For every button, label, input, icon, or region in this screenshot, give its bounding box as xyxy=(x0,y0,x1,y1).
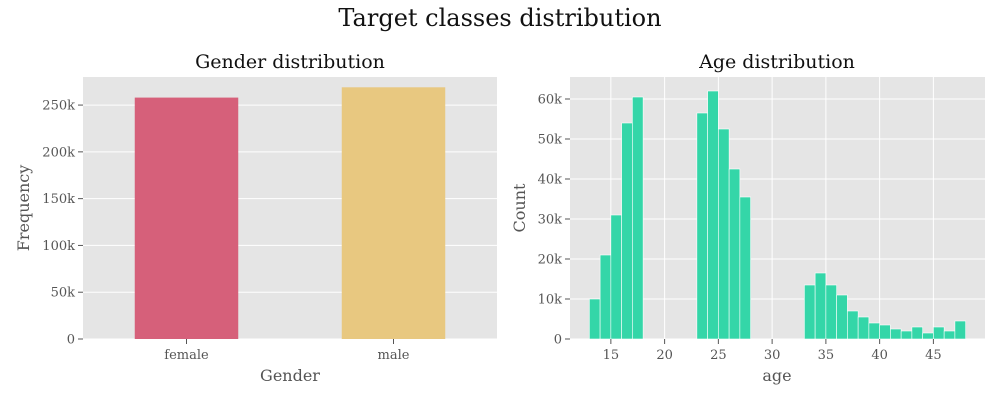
age-x-tick-label: 25 xyxy=(710,348,727,363)
age-x-tick-label: 35 xyxy=(818,348,835,363)
histogram-bar xyxy=(836,294,848,340)
age-x-tick-label: 45 xyxy=(925,348,942,363)
gender-y-tick-label: 250k xyxy=(42,99,75,114)
age-y-tick-label: 60k xyxy=(538,93,563,108)
histogram-bar xyxy=(696,112,708,340)
age-y-tick-label: 40k xyxy=(538,173,563,188)
histogram-bar xyxy=(632,96,644,340)
age-histogram-bars xyxy=(589,90,966,340)
gender-y-tick-label: 150k xyxy=(42,192,75,207)
gender-distribution-chart: 0 50k 100k 150k 200k 250k female male Gender d… xyxy=(14,51,497,385)
age-x-tick-label: 40 xyxy=(871,348,888,363)
age-y-tick-label: 20k xyxy=(538,253,563,268)
histogram-bar xyxy=(589,298,601,340)
histogram-bar xyxy=(814,272,827,340)
figure-title: Target classes distribution xyxy=(338,4,661,32)
bar-female xyxy=(134,97,239,339)
gender-x-axis-label: Gender xyxy=(260,366,320,385)
histogram-bar xyxy=(707,90,719,340)
histogram-bar xyxy=(868,322,880,340)
gender-y-tick-label: 50k xyxy=(51,286,76,301)
age-x-tick-label: 30 xyxy=(764,348,781,363)
age-y-tick-label: 0 xyxy=(554,333,562,348)
histogram-bar xyxy=(610,214,622,340)
histogram-bar xyxy=(825,284,837,340)
age-x-axis-label: age xyxy=(762,366,791,385)
histogram-bar xyxy=(879,324,891,340)
age-y-tick-label: 10k xyxy=(538,293,563,308)
gender-chart-title: Gender distribution xyxy=(195,51,385,73)
age-distribution-chart: 0 10k 20k 30k 40k 50k 60k 15 20 25 30 35 40 45 Age d… xyxy=(510,51,985,385)
age-x-tick-label: 20 xyxy=(656,348,673,363)
age-y-tick-label: 30k xyxy=(538,213,563,228)
histogram-bar xyxy=(621,122,633,340)
gender-x-tick-label: female xyxy=(164,348,209,363)
age-chart-title: Age distribution xyxy=(698,51,855,73)
histogram-bar xyxy=(890,328,902,340)
histogram-bar xyxy=(718,128,730,340)
histogram-bar xyxy=(599,254,612,340)
gender-y-tick-label: 200k xyxy=(42,145,75,160)
gender-x-tick-label: male xyxy=(378,348,410,363)
gender-x-axis-ticks: female male xyxy=(164,339,410,363)
histogram-bar xyxy=(933,326,945,340)
age-y-tick-label: 50k xyxy=(538,133,563,148)
histogram-bar xyxy=(943,330,956,340)
histogram-bar xyxy=(739,196,751,340)
age-y-axis-ticks: 0 10k 20k 30k 40k 50k 60k xyxy=(538,93,570,348)
histogram-bar xyxy=(847,310,859,340)
gender-y-axis-ticks: 0 50k 100k 150k 200k 250k xyxy=(42,99,83,348)
histogram-bar xyxy=(857,316,870,340)
histogram-bar xyxy=(911,326,923,340)
gender-y-tick-label: 0 xyxy=(67,333,75,348)
gender-y-tick-label: 100k xyxy=(42,239,75,254)
gender-bars xyxy=(134,87,446,340)
histogram-bar xyxy=(954,320,966,340)
age-y-axis-label: Count xyxy=(510,183,529,232)
age-x-tick-label: 15 xyxy=(603,348,620,363)
age-x-axis-ticks: 15 20 25 30 35 40 45 xyxy=(603,339,942,363)
histogram-bar xyxy=(922,332,934,340)
histogram-bar xyxy=(900,330,913,340)
histogram-bar xyxy=(728,168,741,340)
gender-y-axis-label: Frequency xyxy=(14,165,33,252)
bar-male xyxy=(341,87,446,340)
histogram-bar xyxy=(804,284,816,340)
